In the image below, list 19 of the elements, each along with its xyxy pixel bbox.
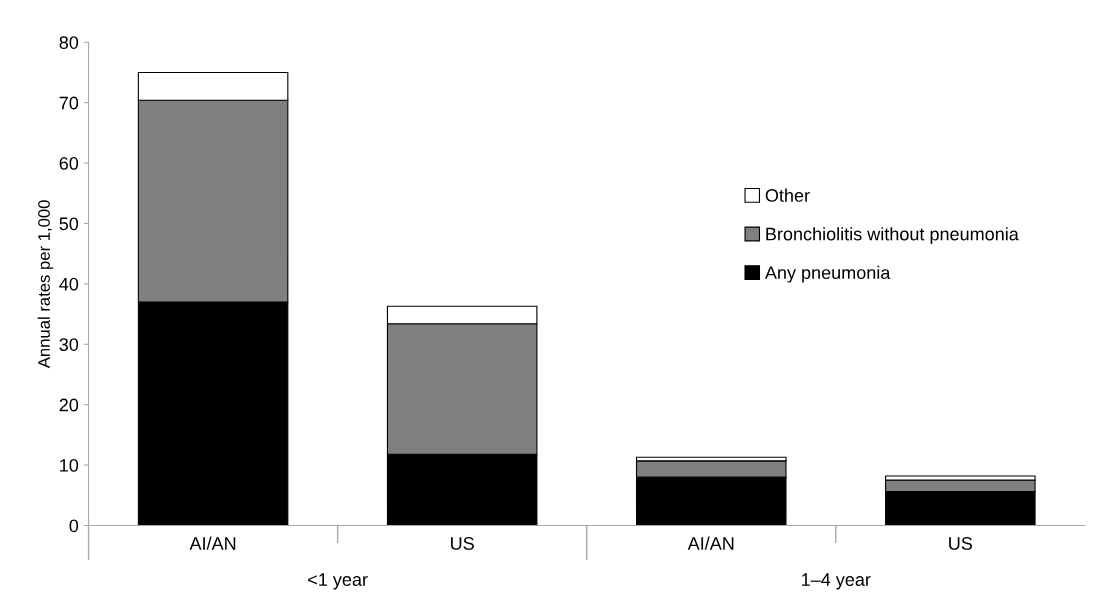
text: <1 year [308, 573, 368, 590]
legend-label: Bronchiolitis without pneumonia [766, 227, 1019, 245]
y-tick-label: 40 [59, 277, 79, 291]
y-tick-label: 80 [59, 36, 79, 49]
y-tick-label: 50 [59, 217, 79, 231]
y-tick-label: 0 [69, 519, 79, 533]
legend-label: Other [765, 188, 810, 202]
y-tick-label: 30 [59, 338, 79, 351]
x-tick-label: AI/AN [687, 536, 734, 550]
y-tick-label: 60 [59, 157, 79, 170]
legend-label: Any pneumonia [764, 265, 891, 283]
x-tick-label: US [451, 537, 474, 550]
x-tick-label: US [949, 537, 973, 550]
y-tick-label: 70 [59, 96, 79, 110]
y-tick-label: 20 [59, 398, 79, 412]
x-tick-label: AI/AN [189, 536, 236, 550]
y-tick-label: 10 [60, 459, 79, 472]
y-axis-title: Annual rates per 1,000 [37, 200, 54, 369]
text: 1–4 year [802, 573, 871, 590]
